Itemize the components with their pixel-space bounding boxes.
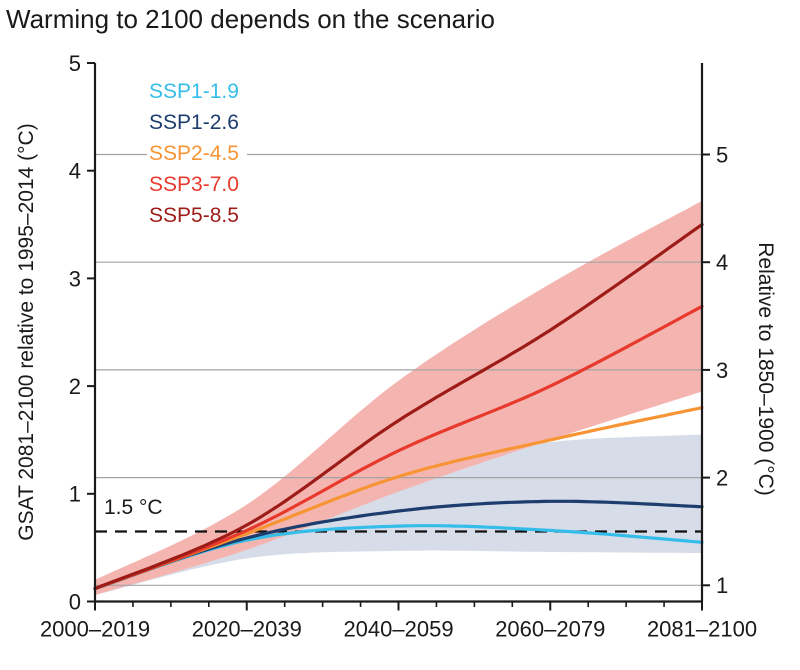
- band-ssp1-2.6: [95, 434, 702, 595]
- x-tick-label-2: 2040–2059: [343, 617, 453, 642]
- threshold-label: 1.5 °C: [104, 496, 163, 519]
- y-axis-label-left: GSAT 2081–2100 relative to 1995–2014 (°C…: [15, 123, 38, 541]
- right-tick-label-4: 4: [716, 250, 728, 275]
- y-axis-label-right: Relative to 1850–1900 (°C): [754, 242, 777, 496]
- right-tick-label-2: 2: [716, 466, 728, 491]
- legend-item-ssp1-2.6: SSP1-2.6: [149, 111, 239, 134]
- right-tick-label-3: 3: [716, 358, 728, 383]
- legend-item-ssp5-8.5: SSP5-8.5: [149, 204, 239, 227]
- left-tick-label-0: 0: [69, 589, 81, 614]
- x-tick-label-3: 2060–2079: [495, 617, 605, 642]
- curve-ssp5-8.5: [93, 222, 704, 591]
- left-tick-label-4: 4: [69, 159, 81, 184]
- left-tick-label-1: 1: [69, 482, 81, 507]
- x-tick-label-4: 2081–2100: [647, 617, 757, 642]
- right-tick-label-1: 1: [716, 573, 728, 598]
- right-tick-label-5: 5: [716, 142, 728, 167]
- left-tick-label-3: 3: [69, 266, 81, 291]
- left-tick-label-2: 2: [69, 374, 81, 399]
- chart-title: Warming to 2100 depends on the scenario: [6, 4, 496, 34]
- legend-item-ssp2-4.5: SSP2-4.5: [149, 142, 239, 165]
- legend: SSP1-1.9 SSP1-2.6 SSP2-4.5 SSP3-7.0 SSP5-8.5: [147, 74, 247, 233]
- curve-ssp3-7.0: [93, 304, 704, 591]
- left-tick-label-5: 5: [69, 51, 81, 76]
- x-tick-label-0: 2000–2019: [40, 617, 150, 642]
- legend-item-ssp3-7.0: SSP3-7.0: [149, 173, 239, 196]
- legend-item-ssp1-1.9: SSP1-1.9: [149, 80, 239, 103]
- band-ssp3-7.0: [95, 200, 702, 595]
- x-tick-label-1: 2020–2039: [192, 617, 302, 642]
